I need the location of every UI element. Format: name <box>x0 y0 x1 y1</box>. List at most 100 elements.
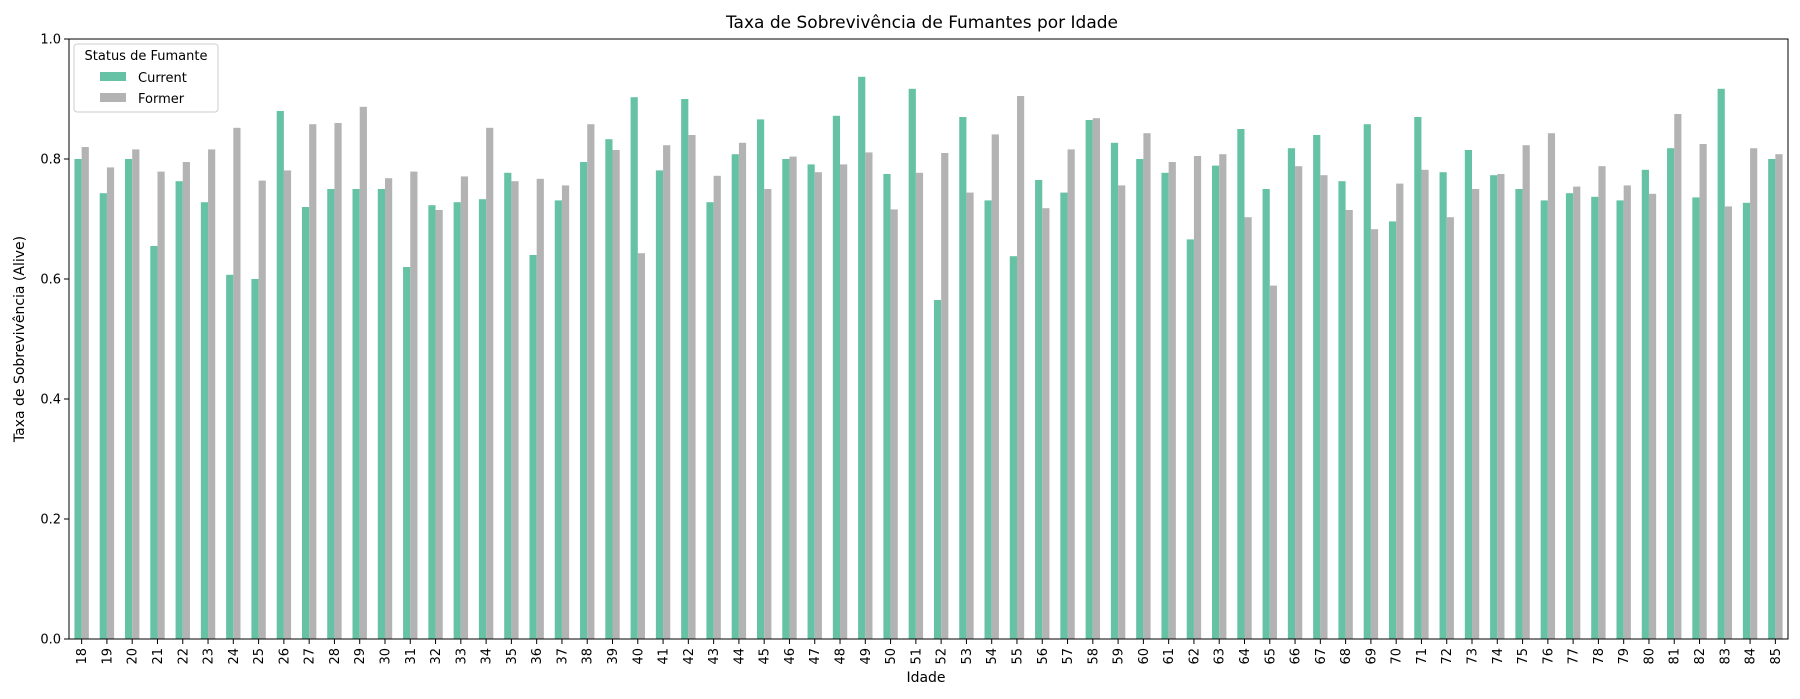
bar-current-75 <box>1515 189 1523 639</box>
bar-former-45 <box>764 189 772 639</box>
x-tick-label: 24 <box>227 648 242 665</box>
x-tick-label: 66 <box>1289 648 1304 665</box>
bar-current-80 <box>1641 169 1649 640</box>
bar-current-68 <box>1338 181 1346 639</box>
bar-former-64 <box>1244 217 1252 639</box>
x-tick-label: 61 <box>1162 648 1177 665</box>
bar-current-72 <box>1439 172 1447 639</box>
bar-former-78 <box>1598 166 1606 639</box>
bar-current-81 <box>1667 148 1675 639</box>
bar-former-18 <box>81 147 89 639</box>
bar-former-42 <box>688 135 696 639</box>
x-tick-label: 77 <box>1567 648 1582 665</box>
bar-former-74 <box>1497 174 1505 639</box>
x-tick-label: 31 <box>404 648 419 665</box>
x-tick-label: 52 <box>935 648 950 665</box>
bar-current-56 <box>1035 180 1043 639</box>
bar-current-44 <box>731 154 739 639</box>
x-tick-label: 72 <box>1440 648 1455 665</box>
bar-current-19 <box>99 193 107 639</box>
x-tick-label: 45 <box>758 648 773 665</box>
x-tick-label: 43 <box>707 648 722 665</box>
x-tick-label: 36 <box>530 648 545 665</box>
x-tick-label: 32 <box>429 648 444 665</box>
bar-former-51 <box>915 172 924 640</box>
bar-former-62 <box>1193 156 1202 639</box>
bar-former-34 <box>486 127 494 640</box>
bar-former-49 <box>865 152 873 639</box>
legend: Status de Fumante Current Former <box>73 43 219 113</box>
x-tick-label: 29 <box>353 648 368 665</box>
x-tick-label: 53 <box>960 648 975 665</box>
bar-current-54 <box>984 200 992 639</box>
bar-current-70 <box>1388 221 1397 639</box>
bar-current-51 <box>908 88 916 640</box>
bar-former-71 <box>1421 169 1429 640</box>
bar-current-31 <box>403 267 411 639</box>
x-tick-label: 80 <box>1642 648 1657 665</box>
bar-former-76 <box>1547 133 1556 639</box>
bar-current-49 <box>858 76 866 640</box>
x-tick-label: 30 <box>378 648 393 665</box>
bar-former-50 <box>890 209 898 639</box>
bar-current-47 <box>807 164 815 639</box>
bar-current-22 <box>175 181 183 639</box>
bar-current-24 <box>226 274 234 639</box>
bar-former-60 <box>1143 133 1151 639</box>
bar-current-66 <box>1287 148 1296 639</box>
x-tick-label: 41 <box>657 648 672 665</box>
x-tick-label: 35 <box>505 648 520 665</box>
bar-current-73 <box>1464 150 1473 639</box>
x-tick-label: 62 <box>1187 648 1202 665</box>
x-tick-label: 19 <box>100 648 115 665</box>
bar-former-33 <box>460 176 469 639</box>
bar-former-53 <box>966 192 974 639</box>
bar-former-72 <box>1446 217 1454 639</box>
bar-former-79 <box>1623 185 1631 639</box>
bar-former-56 <box>1042 208 1050 639</box>
bar-current-21 <box>150 246 158 639</box>
bar-former-57 <box>1067 149 1075 639</box>
x-tick-label: 42 <box>682 648 697 665</box>
bar-former-59 <box>1118 185 1126 639</box>
bar-former-35 <box>511 181 519 639</box>
bar-current-29 <box>352 189 360 639</box>
x-tick-label: 39 <box>606 648 621 665</box>
x-tick-label: 64 <box>1238 648 1253 665</box>
bar-current-60 <box>1136 159 1144 639</box>
bar-current-30 <box>377 189 385 639</box>
x-tick-label: 47 <box>808 648 823 665</box>
bar-current-48 <box>832 115 841 640</box>
x-tick-label: 73 <box>1466 648 1481 665</box>
x-tick-label: 67 <box>1314 648 1329 665</box>
bar-current-64 <box>1237 129 1245 639</box>
chart-title: Taxa de Sobrevivência de Fumantes por Id… <box>725 13 1118 33</box>
legend-label-current: Current <box>138 71 187 86</box>
bar-former-28 <box>334 123 342 639</box>
bar-current-84 <box>1742 202 1751 640</box>
bar-former-20 <box>132 149 140 639</box>
x-tick-label: 54 <box>985 648 1000 665</box>
bar-former-83 <box>1724 206 1732 639</box>
bar-current-34 <box>478 199 487 639</box>
x-tick-label: 65 <box>1263 648 1278 665</box>
x-tick-label: 76 <box>1541 648 1556 665</box>
x-tick-label: 55 <box>1010 648 1025 665</box>
bar-current-33 <box>453 202 461 639</box>
bar-former-40 <box>637 253 645 639</box>
bar-current-36 <box>529 255 537 639</box>
bar-former-85 <box>1775 154 1783 639</box>
bars-group <box>74 76 1783 640</box>
x-tick-label: 33 <box>454 648 469 665</box>
bar-former-38 <box>587 124 595 639</box>
bar-current-45 <box>756 119 765 639</box>
bar-current-39 <box>605 139 613 639</box>
bar-current-65 <box>1262 189 1270 639</box>
x-tick-label: 50 <box>884 648 899 665</box>
bar-former-43 <box>713 175 721 640</box>
y-tick-label: 0.0 <box>40 633 61 648</box>
x-tick-label: 69 <box>1364 648 1379 665</box>
x-tick-label: 37 <box>555 648 570 665</box>
bar-current-42 <box>681 99 689 639</box>
x-tick-label: 34 <box>480 648 495 665</box>
